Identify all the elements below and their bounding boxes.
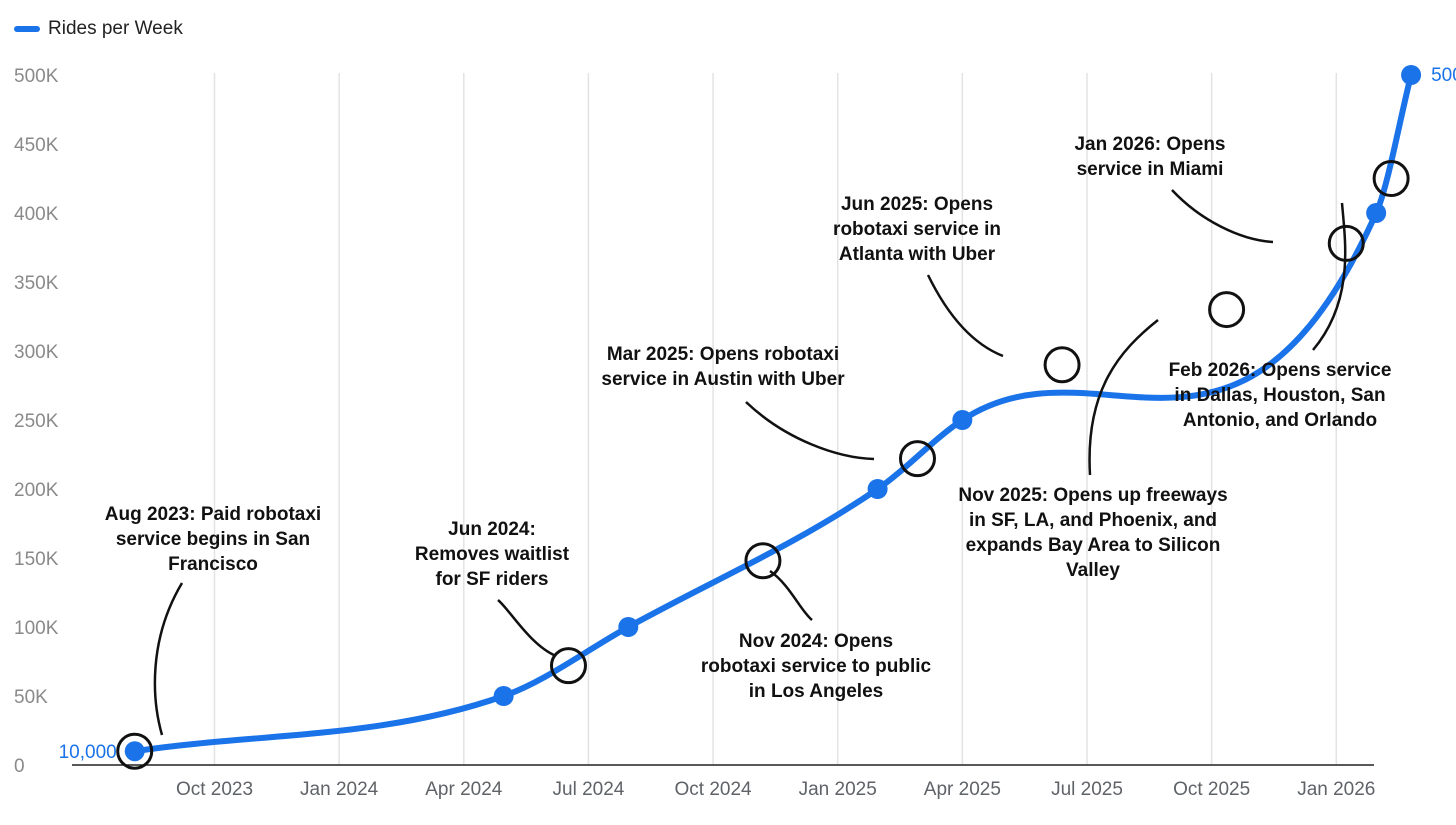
annotation-text-line: Nov 2025: Opens up freeways bbox=[958, 485, 1227, 506]
start-value-label: 10,000 bbox=[59, 742, 117, 763]
data-point bbox=[1366, 203, 1387, 223]
annotation-marker-ring bbox=[1208, 291, 1246, 329]
annotation-text: Jun 2024: Removes waitlist for SF riders bbox=[415, 519, 570, 590]
y-tick-label: 0 bbox=[14, 756, 25, 777]
annotation-text-line: Antonio, and Orlando bbox=[1183, 410, 1377, 431]
annotation-text-line: Nov 2024: Opens bbox=[739, 631, 893, 652]
annotation-leader-line bbox=[1088, 319, 1159, 476]
end-value-label: 500,000 bbox=[1431, 65, 1456, 86]
annotation-text-line: Aug 2023: Paid robotaxi bbox=[105, 504, 321, 525]
y-axis-ticks: 0 50K 100K 150K 200K 250K 300K 350K 400K 450K 500K bbox=[14, 66, 59, 777]
annotation-text-line: in Dallas, Houston, San bbox=[1174, 385, 1385, 406]
annotation-text-line: Jun 2024: bbox=[448, 519, 536, 540]
legend-swatch bbox=[14, 26, 40, 32]
y-tick-label: 500K bbox=[14, 66, 59, 87]
annotation-text-line: robotaxi service to public bbox=[701, 656, 932, 677]
annotation-text: Nov 2024: Opens robotaxi service to publi… bbox=[701, 631, 932, 702]
annotation-text-line: for SF riders bbox=[436, 569, 549, 590]
annotation-text-line: Removes waitlist bbox=[415, 544, 570, 565]
y-tick-label: 350K bbox=[14, 273, 59, 294]
annotation-text-line: Feb 2026: Opens service bbox=[1169, 360, 1392, 381]
annotation-text: Feb 2026: Opens service in Dallas, Housto… bbox=[1169, 360, 1392, 431]
data-point bbox=[952, 410, 973, 430]
y-tick-label: 150K bbox=[14, 549, 59, 570]
legend: Rides per Week bbox=[14, 18, 183, 40]
annotation-text: Mar 2025: Opens robotaxi service in Austi… bbox=[601, 344, 845, 390]
annotation-text-line: robotaxi service in bbox=[833, 219, 1001, 240]
annotation-text-line: expands Bay Area to Silicon bbox=[966, 535, 1221, 556]
y-tick-label: 450K bbox=[14, 135, 59, 156]
annotation-text-line: Francisco bbox=[168, 554, 258, 575]
x-tick-label: Oct 2025 bbox=[1173, 779, 1250, 800]
annotation-leader-line bbox=[497, 599, 557, 658]
annotation-leader-line bbox=[1312, 202, 1347, 351]
annotation-text-line: Mar 2025: Opens robotaxi bbox=[607, 344, 839, 365]
annotation-text: Jan 2026: Opens service in Miami bbox=[1074, 134, 1225, 180]
y-tick-label: 100K bbox=[14, 618, 59, 639]
y-tick-label: 50K bbox=[14, 687, 48, 708]
x-tick-label: Apr 2025 bbox=[924, 779, 1001, 800]
annotation-leader-line bbox=[153, 582, 184, 736]
annotation-text: Nov 2025: Opens up freeways in SF, LA, an… bbox=[958, 485, 1227, 581]
annotation-marker-ring bbox=[1043, 346, 1081, 384]
data-points bbox=[124, 65, 1422, 762]
legend-label: Rides per Week bbox=[48, 18, 183, 39]
annotation-text-line: Jan 2026: Opens bbox=[1074, 134, 1225, 155]
annotation-leader-line bbox=[926, 274, 1004, 358]
annotation-text-line: service in Austin with Uber bbox=[601, 369, 845, 390]
annotation-marker-ring bbox=[744, 542, 782, 580]
annotation-text-line: Valley bbox=[1066, 560, 1120, 581]
annotation-marker-ring bbox=[549, 647, 587, 685]
y-tick-label: 200K bbox=[14, 480, 59, 501]
data-point bbox=[493, 686, 514, 706]
y-tick-label: 300K bbox=[14, 342, 59, 363]
annotations: Aug 2023: Paid robotaxi service begins in… bbox=[105, 134, 1410, 770]
annotation-marker-ring bbox=[116, 732, 154, 770]
data-point bbox=[1401, 65, 1422, 85]
annotation-text: Aug 2023: Paid robotaxi service begins in… bbox=[105, 504, 321, 575]
y-tick-label: 400K bbox=[14, 204, 59, 225]
annotation-text-line: in Los Angeles bbox=[749, 681, 883, 702]
x-tick-label: Jan 2025 bbox=[799, 779, 877, 800]
annotation-leader-line bbox=[1171, 189, 1274, 244]
annotation-text-line: in SF, LA, and Phoenix, and bbox=[969, 510, 1217, 531]
y-tick-label: 250K bbox=[14, 411, 59, 432]
annotation-text-line: service in Miami bbox=[1077, 159, 1224, 180]
x-tick-label: Jan 2024 bbox=[300, 779, 379, 800]
x-tick-label: Jul 2025 bbox=[1051, 779, 1123, 800]
x-tick-label: Oct 2023 bbox=[176, 779, 253, 800]
x-tick-label: Jul 2024 bbox=[553, 779, 625, 800]
annotation-marker-ring bbox=[898, 440, 936, 478]
annotation-leader-line bbox=[769, 569, 813, 621]
data-point bbox=[618, 617, 639, 637]
data-point bbox=[124, 741, 145, 762]
endpoint-labels: 10,000 500,000 bbox=[59, 65, 1456, 763]
x-tick-label: Jan 2026 bbox=[1297, 779, 1375, 800]
annotation-text-line: Atlanta with Uber bbox=[839, 244, 996, 265]
data-point bbox=[867, 479, 888, 499]
annotation-text-line: service begins in San bbox=[116, 529, 310, 550]
annotation-text: Jun 2025: Opens robotaxi service in Atlant… bbox=[833, 194, 1001, 265]
annotation-leader-line bbox=[745, 401, 875, 461]
x-tick-label: Apr 2024 bbox=[425, 779, 503, 800]
x-tick-label: Oct 2024 bbox=[675, 779, 753, 800]
annotation-text-line: Jun 2025: Opens bbox=[841, 194, 993, 215]
x-axis-ticks: Oct 2023 Jan 2024 Apr 2024 Jul 2024 Oct 2024… bbox=[176, 779, 1375, 800]
annotation-marker-ring bbox=[1372, 160, 1410, 197]
